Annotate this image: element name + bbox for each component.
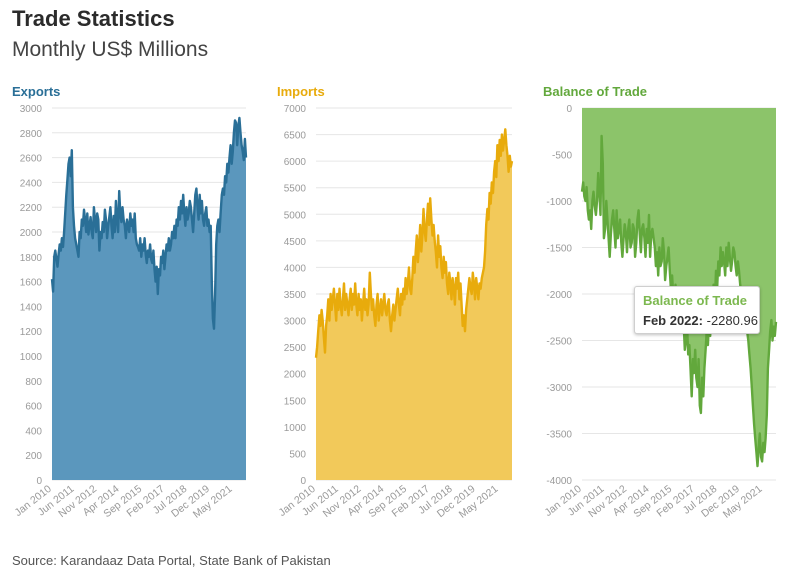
imports-y-tick-label: 6000 [284,157,307,168]
exports-y-tick-label: 2000 [20,228,43,239]
exports-series-line [50,116,248,330]
tooltip-line: Feb 2022: -2280.96 [643,313,758,328]
exports-y-tick-label: 1400 [20,302,43,313]
balance-of-trade-y-tick-label: -2500 [546,337,572,348]
tooltip-date: Feb 2022: [643,313,703,328]
exports-y-tick-label: 2800 [20,129,43,140]
balance-of-trade-y-tick-label: -2000 [546,290,572,301]
imports-y-tick-label: 1500 [284,396,307,407]
imports-y-tick-label: 7000 [284,104,307,115]
imports-y-tick-label: 1000 [284,423,307,434]
balance-of-trade-y-tick-label: -1500 [546,244,572,255]
exports-y-tick-label: 800 [25,377,42,388]
imports-chart: Imports 0 500 1000 1500 2000 2500 3000 3500 4000 4… [276,84,514,521]
exports-y-tick-label: 1200 [20,327,43,338]
imports-y-tick-label: 0 [300,476,306,487]
exports-y-tick-label: 1600 [20,278,43,289]
imports-y-tick-label: 2500 [284,343,307,354]
imports-y-tick-label: 2000 [284,370,307,381]
exports-chart: Exports 0 200 400 600 800 1000 1200 1400 1600 1800… [12,84,248,521]
exports-y-tick-label: 0 [36,476,42,487]
page-subtitle: Monthly US$ Millions [12,38,209,61]
imports-y-tick-label: 6500 [284,131,307,142]
imports-y-tick-label: 4500 [284,237,307,248]
imports-y-tick-label: 5000 [284,210,307,221]
imports-y-tick-label: 3000 [284,317,307,328]
balance-of-trade-y-tick-label: -500 [552,151,572,162]
imports-y-tick-label: 4000 [284,263,307,274]
imports-y-tick-label: 5500 [284,184,307,195]
exports-y-tick-label: 1800 [20,253,43,264]
balance-of-trade-y-tick-label: 0 [566,104,572,115]
exports-y-tick-label: 1000 [20,352,43,363]
balance-of-trade-y-tick-label: -3000 [546,383,572,394]
balance-of-trade-y-tick-label: -1000 [546,197,572,208]
balance-of-trade-y-tick-label: -3500 [546,430,572,441]
imports-y-tick-label: 3500 [284,290,307,301]
imports-y-tick-label: 500 [289,449,306,460]
exports-y-tick-label: 400 [25,426,42,437]
chart-tooltip: Balance of Trade Feb 2022: -2280.96 [634,286,760,334]
exports-y-tick-label: 2200 [20,203,43,214]
exports-y-tick-label: 2600 [20,154,43,165]
balance-of-trade-y-tick-label: -4000 [546,476,572,487]
exports-y-tick-label: 600 [25,402,42,413]
imports-area [316,129,512,481]
page-title: Trade Statistics [12,6,175,31]
tooltip-title: Balance of Trade [643,293,748,308]
balance-of-trade-chart-title: Balance of Trade [543,84,647,99]
imports-chart-title: Imports [277,84,325,99]
tooltip-value: -2280.96 [706,313,758,328]
exports-y-tick-label: 3000 [20,104,43,115]
exports-y-tick-label: 200 [25,451,42,462]
source-note: Source: Karandaaz Data Portal, State Ban… [12,553,331,568]
imports-series-line [314,128,514,358]
exports-chart-title: Exports [12,84,60,99]
exports-y-tick-label: 2400 [20,178,43,189]
